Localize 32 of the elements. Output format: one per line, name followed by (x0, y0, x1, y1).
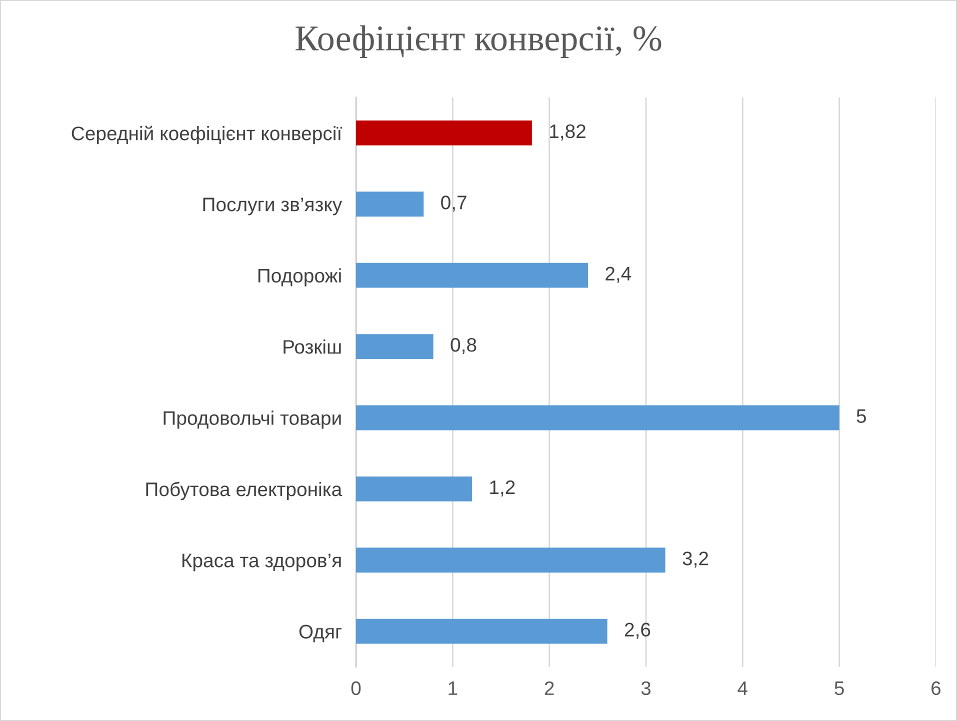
y-tick-label: Середній коефіцієнт конверсії (72, 126, 342, 144)
data-label: 2,4 (606, 266, 632, 283)
x-tick-label: 4 (738, 682, 748, 695)
y-tick-label: Краса та здоров’я (182, 554, 341, 572)
bar (356, 120, 532, 146)
y-tick-label: Подорожі (258, 268, 341, 286)
x-tick-label: 2 (544, 681, 554, 695)
data-label: 2,6 (624, 622, 650, 639)
chart-title: Коефіцієнт конверсії, % (296, 25, 662, 58)
bar (356, 334, 434, 359)
bar (356, 618, 608, 644)
bar (356, 548, 666, 573)
x-tick-label: 3 (641, 681, 651, 696)
y-tick-label: Послуги зв’язку (203, 198, 342, 216)
data-label: 1,82 (550, 124, 586, 140)
bar (356, 192, 424, 217)
x-tick-label: 1 (448, 682, 458, 695)
data-label: 0,8 (450, 338, 476, 354)
bar (356, 262, 588, 288)
x-tick-label: 5 (834, 682, 844, 696)
data-label: 1,2 (490, 480, 515, 496)
x-tick-label: 0 (351, 681, 361, 696)
y-tick-label: Одяг (299, 624, 342, 642)
bar (356, 476, 472, 502)
y-tick-label: Побутова електроніка (146, 482, 342, 500)
data-label: 5 (856, 409, 866, 423)
data-label: 3,2 (682, 552, 708, 568)
x-tick-label: 6 (932, 681, 940, 696)
y-tick-label: Розкіш (284, 339, 341, 354)
data-label: 0,7 (441, 196, 466, 212)
bar (356, 405, 840, 430)
y-tick-label: Продовольчі товари (164, 410, 341, 429)
